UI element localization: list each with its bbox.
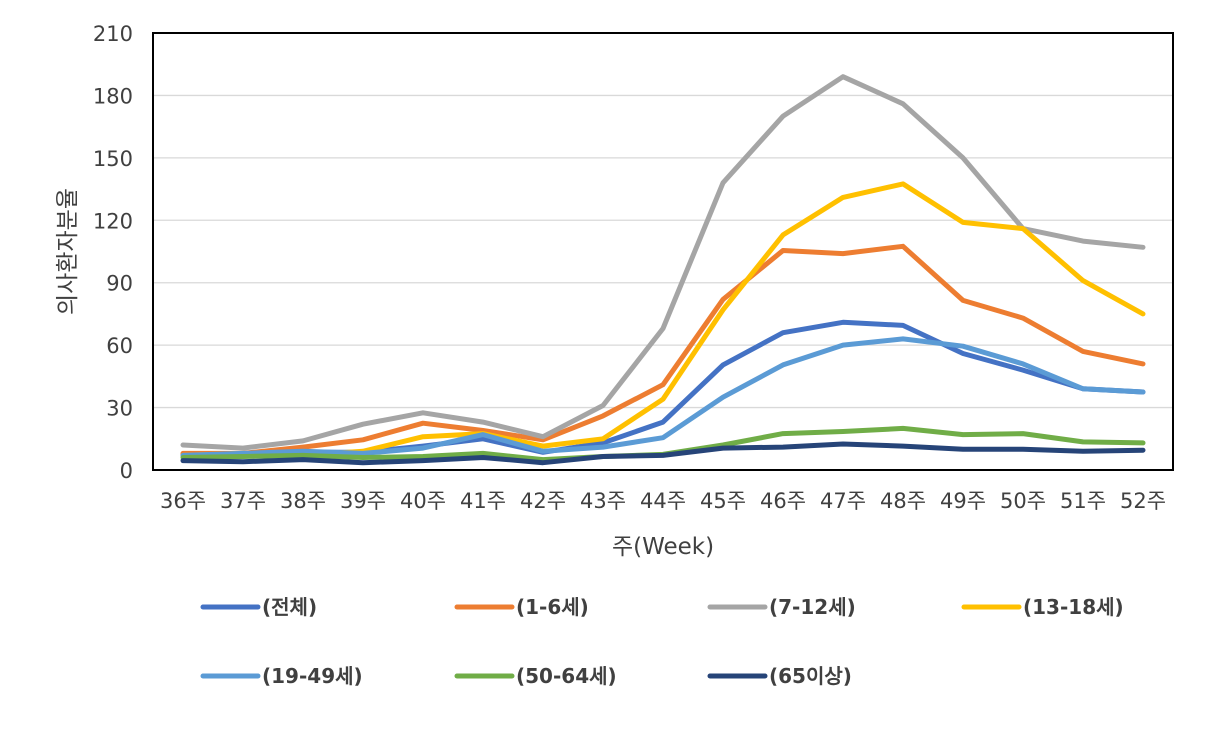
legend-item-1: (1-6세) <box>454 595 589 619</box>
x-tick-label: 41주 <box>460 489 506 513</box>
y-tick-label: 120 <box>93 209 133 233</box>
legend-label: (7-12세) <box>769 595 856 619</box>
x-tick-label: 39주 <box>340 489 386 513</box>
x-tick-label: 44주 <box>640 489 686 513</box>
x-tick-label: 51주 <box>1060 489 1106 513</box>
legend: (전체) (1-6세) (7-12세) (13-18세) (19-49세) (50-64세… <box>200 595 1124 688</box>
legend-item-5: (50-64세) <box>454 664 617 688</box>
y-tick-label: 30 <box>106 397 133 421</box>
x-tick-label: 36주 <box>160 489 206 513</box>
y-axis-ticks: 0 30 60 90 120 150 180 210 <box>93 22 133 483</box>
y-tick-label: 90 <box>106 272 133 296</box>
legend-item-3: (13-18세) <box>961 595 1124 619</box>
y-tick-label: 150 <box>93 147 133 171</box>
x-tick-label: 40주 <box>400 489 446 513</box>
x-tick-label: 42주 <box>520 489 566 513</box>
x-tick-label: 37주 <box>220 489 266 513</box>
x-axis-ticks: 36주 37주 38주 39주 40주 41주 42주 43주 44주 45주 46주 47주 48주 4… <box>160 489 1166 513</box>
x-tick-label: 38주 <box>280 489 326 513</box>
legend-item-4: (19-49세) <box>200 664 363 688</box>
legend-item-0: (전체) <box>200 595 317 619</box>
series-line-4 <box>180 336 1146 458</box>
series-line-1 <box>180 243 1146 456</box>
x-tick-label: 50주 <box>1000 489 1046 513</box>
x-tick-label: 45주 <box>700 489 746 513</box>
legend-label: (13-18세) <box>1023 595 1124 619</box>
x-tick-label: 46주 <box>760 489 806 513</box>
legend-label: (19-49세) <box>262 664 363 688</box>
legend-label: (50-64세) <box>516 664 617 688</box>
y-axis-title: 의사환자분율 <box>55 188 81 315</box>
x-tick-label: 43주 <box>580 489 626 513</box>
legend-label: (65이상) <box>769 664 852 688</box>
y-tick-label: 60 <box>106 334 133 358</box>
legend-item-6: (65이상) <box>707 664 852 688</box>
y-tick-label: 210 <box>93 22 133 46</box>
series-lines <box>180 74 1146 466</box>
legend-item-2: (7-12세) <box>707 595 856 619</box>
series-line-2 <box>180 74 1146 451</box>
x-tick-label: 48주 <box>880 489 926 513</box>
plot-frame <box>152 32 1174 471</box>
series-line-3 <box>180 181 1146 458</box>
legend-label: (전체) <box>262 595 317 619</box>
gridlines <box>153 94 1173 409</box>
x-tick-label: 47주 <box>820 489 866 513</box>
x-tick-label: 49주 <box>940 489 986 513</box>
y-tick-label: 0 <box>120 459 133 483</box>
series-line-6 <box>180 441 1146 466</box>
y-tick-label: 180 <box>93 84 133 108</box>
legend-label: (1-6세) <box>516 595 589 619</box>
x-axis-title: 주(Week) <box>612 534 714 560</box>
x-tick-label: 52주 <box>1120 489 1166 513</box>
